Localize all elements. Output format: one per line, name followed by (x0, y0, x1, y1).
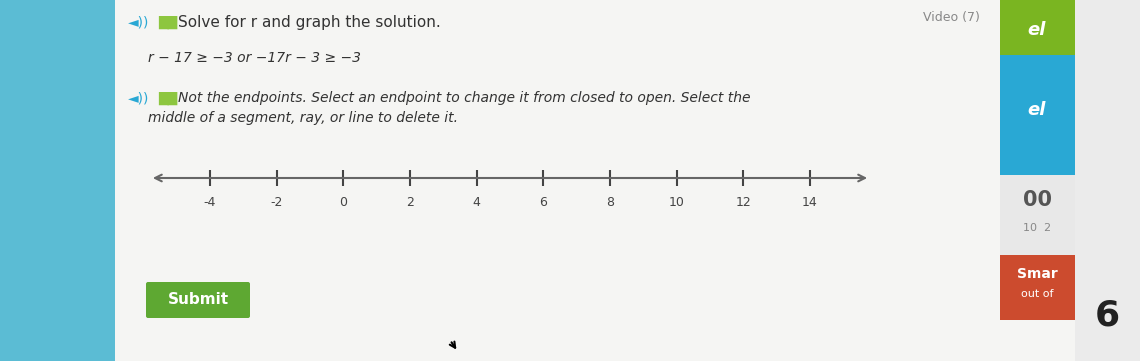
Text: 12: 12 (735, 196, 751, 209)
Text: out of: out of (1020, 289, 1053, 299)
Text: 2: 2 (406, 196, 414, 209)
Text: 10  2: 10 2 (1023, 223, 1051, 233)
Text: -4: -4 (204, 196, 217, 209)
Text: middle of a segment, ray, or line to delete it.: middle of a segment, ray, or line to del… (148, 111, 458, 125)
Bar (1000, 55, 1075, 175)
Text: 8: 8 (606, 196, 614, 209)
Text: ██: ██ (158, 16, 177, 29)
Text: Video (7): Video (7) (923, 12, 980, 25)
Text: 6: 6 (539, 196, 547, 209)
Text: Not the endpoints. Select an endpoint to change it from closed to open. Select t: Not the endpoints. Select an endpoint to… (178, 91, 750, 105)
Text: el: el (1028, 21, 1047, 39)
Text: Submit: Submit (168, 292, 228, 308)
Text: ◄)): ◄)) (128, 91, 149, 105)
Text: 00: 00 (1023, 190, 1051, 210)
Text: el: el (1028, 101, 1047, 119)
Text: Solve for r and graph the solution.: Solve for r and graph the solution. (178, 14, 441, 30)
Bar (1000, 0, 1075, 55)
Text: 14: 14 (803, 196, 817, 209)
Bar (1000, 175, 1075, 255)
Text: 4: 4 (473, 196, 481, 209)
Text: ◄)): ◄)) (128, 15, 149, 29)
Text: r − 17 ≥ −3 or −17r − 3 ≥ −3: r − 17 ≥ −3 or −17r − 3 ≥ −3 (148, 51, 361, 65)
Text: 0: 0 (340, 196, 348, 209)
FancyBboxPatch shape (146, 282, 250, 318)
Bar (1000, 255, 1075, 320)
Text: ██: ██ (158, 91, 177, 105)
Text: 10: 10 (669, 196, 685, 209)
Text: -2: -2 (270, 196, 283, 209)
Text: Smar: Smar (1017, 267, 1058, 281)
Text: 6: 6 (1094, 298, 1119, 332)
Bar (1075, 0, 1140, 361)
Bar (0, 0, 115, 361)
